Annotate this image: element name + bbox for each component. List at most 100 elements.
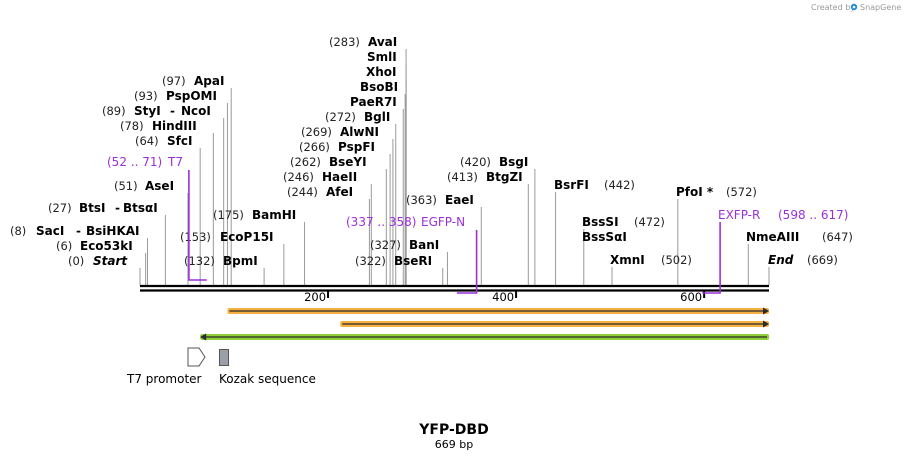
site-name-pspfi[interactable]: PspFI [338, 140, 375, 154]
credit-text: Created by [811, 3, 855, 12]
site-pos-styi: (89) [102, 104, 126, 118]
site-name-bseri[interactable]: BseRI [394, 254, 432, 268]
site-pos-avai: (283) [329, 35, 360, 49]
site-name-bsihkai[interactable]: BsiHKAI [86, 224, 140, 238]
primer-marks [188, 170, 721, 294]
legend-label-t7-promoter: T7 promoter [126, 372, 202, 386]
site-sep-saci: - [76, 224, 81, 238]
site-name-pspomi[interactable]: PspOMI [166, 89, 217, 103]
site-pos-asei: (51) [114, 179, 138, 193]
site-name-afei[interactable]: AfeI [326, 185, 353, 199]
site-name-xhoi[interactable]: XhoI [366, 65, 397, 79]
ruler: 200 400 600 [304, 290, 706, 304]
legend-label-kozak: Kozak sequence [219, 372, 316, 386]
site-name-end[interactable]: End [768, 253, 794, 267]
site-name-paer7i[interactable]: PaeR7I [350, 95, 397, 109]
site-pos-bgli: (272) [325, 110, 356, 124]
site-pos-bsrfi: (442) [604, 178, 635, 192]
site-sep-btsi: - [115, 201, 120, 215]
site-name-pfoi[interactable]: PfoI * [676, 185, 714, 199]
site-pos-bseyi: (262) [290, 155, 321, 169]
ruler-label-400: 400 [492, 290, 514, 304]
site-pos-pfoi: (572) [726, 185, 757, 199]
site-pos-saci: (8) [10, 224, 26, 238]
primer-mark-exfp-r [702, 222, 721, 294]
site-pos-bamhi: (175) [213, 208, 244, 222]
site-pos-xmni: (502) [661, 253, 692, 267]
ruler-label-200: 200 [304, 290, 326, 304]
feature-arrowhead-orf-3 [200, 333, 207, 341]
primer-range-exfp-r: (598 .. 617) [778, 208, 848, 222]
primer-name-t7[interactable]: T7 [167, 155, 183, 169]
site-pos-hindiii: (78) [120, 119, 144, 133]
site-name-avai[interactable]: AvaI [368, 35, 397, 49]
site-name-apai[interactable]: ApaI [194, 74, 224, 88]
site-lines [139, 49, 770, 285]
site-pos-bseri: (322) [355, 254, 386, 268]
site-name-bamhi[interactable]: BamHI [252, 208, 296, 222]
sequence-title: YFP-DBD [418, 422, 488, 438]
site-pos-btgzi: (413) [447, 170, 478, 184]
site-name-ncoi[interactable]: NcoI [181, 104, 211, 118]
site-labels: (0) Start (6) Eco53kI (8) SacI - BsiHKAI… [10, 35, 853, 268]
site-name-bani[interactable]: BanI [409, 238, 439, 252]
site-name-alwni[interactable]: AlwNI [340, 125, 379, 139]
primer-name-exfp-r[interactable]: EXFP-R [718, 208, 760, 222]
site-pos-eco53ki: (6) [56, 239, 72, 253]
feature-arrowhead-orf-2 [763, 320, 769, 328]
site-name-bsssalphai[interactable]: BssSαI [582, 230, 627, 244]
site-pos-apai: (97) [162, 74, 186, 88]
site-name-eaei[interactable]: EaeI [445, 193, 474, 207]
site-name-smli[interactable]: SmlI [367, 50, 397, 64]
site-name-bsgi[interactable]: BsgI [499, 155, 528, 169]
sequence-length: 669 bp [435, 438, 473, 451]
legend: T7 promoter Kozak sequence [126, 347, 316, 386]
site-pos-bsssi: (472) [634, 215, 665, 229]
credit-brand: SnapGene [860, 3, 901, 12]
site-name-nmeaiii[interactable]: NmeAIII [746, 230, 799, 244]
site-pos-end: (669) [807, 253, 838, 267]
primer-range-t7: (52 .. 71) [107, 155, 162, 169]
site-name-bsobi[interactable]: BsoBI [360, 80, 398, 94]
snapgene-credit: Created by SnapGene [811, 3, 901, 12]
site-name-hindiii[interactable]: HindIII [152, 119, 197, 133]
t7-promoter-icon[interactable] [187, 347, 206, 367]
site-sep-styi: - [170, 104, 175, 118]
site-pos-pspomi: (93) [134, 89, 158, 103]
site-pos-alwni: (269) [301, 125, 332, 139]
ruler-label-600: 600 [680, 290, 702, 304]
site-name-bgli[interactable]: BglI [364, 110, 390, 124]
site-name-saci[interactable]: SacI [36, 224, 64, 238]
site-name-ecop15i[interactable]: EcoP15I [220, 230, 274, 244]
site-name-asei[interactable]: AseI [145, 179, 174, 193]
site-pos-bpmi: (132) [184, 254, 215, 268]
site-name-sfci[interactable]: SfcI [167, 134, 192, 148]
site-name-btsi[interactable]: BtsI [79, 201, 106, 215]
site-name-bpmi[interactable]: BpmI [223, 254, 258, 268]
backbone [140, 284, 769, 292]
site-name-bsssi[interactable]: BssSI [582, 215, 619, 229]
site-pos-haeii: (246) [283, 170, 314, 184]
site-name-styi[interactable]: StyI [134, 104, 161, 118]
site-name-bsrfi[interactable]: BsrFI [554, 178, 589, 192]
kozak-sequence-icon[interactable] [219, 349, 229, 366]
site-name-btgzi[interactable]: BtgZI [486, 170, 523, 184]
primer-mark-egfp-n [456, 230, 478, 294]
site-name-bseyi[interactable]: BseYI [329, 155, 367, 169]
site-name-eco53ki[interactable]: Eco53kI [80, 239, 133, 253]
feature-arrowhead-orf-1 [763, 307, 769, 315]
primer-range-egfp-n: (337 .. 358) [346, 215, 416, 229]
site-pos-eaei: (363) [406, 193, 437, 207]
site-name-btsalphai[interactable]: BtsαI [123, 201, 158, 215]
site-pos-bani: (327) [370, 238, 401, 252]
primer-name-egfp-n[interactable]: EGFP-N [421, 215, 465, 229]
site-name-xmni[interactable]: XmnI [610, 253, 645, 267]
site-name-haeii[interactable]: HaeII [322, 170, 357, 184]
snapgene-icon [850, 3, 858, 11]
site-pos-btsi: (27) [48, 201, 72, 215]
site-pos-nmeaiii: (647) [822, 230, 853, 244]
site-pos-afei: (244) [287, 185, 318, 199]
site-pos-bsgi: (420) [460, 155, 491, 169]
site-name-start[interactable]: Start [93, 254, 128, 268]
